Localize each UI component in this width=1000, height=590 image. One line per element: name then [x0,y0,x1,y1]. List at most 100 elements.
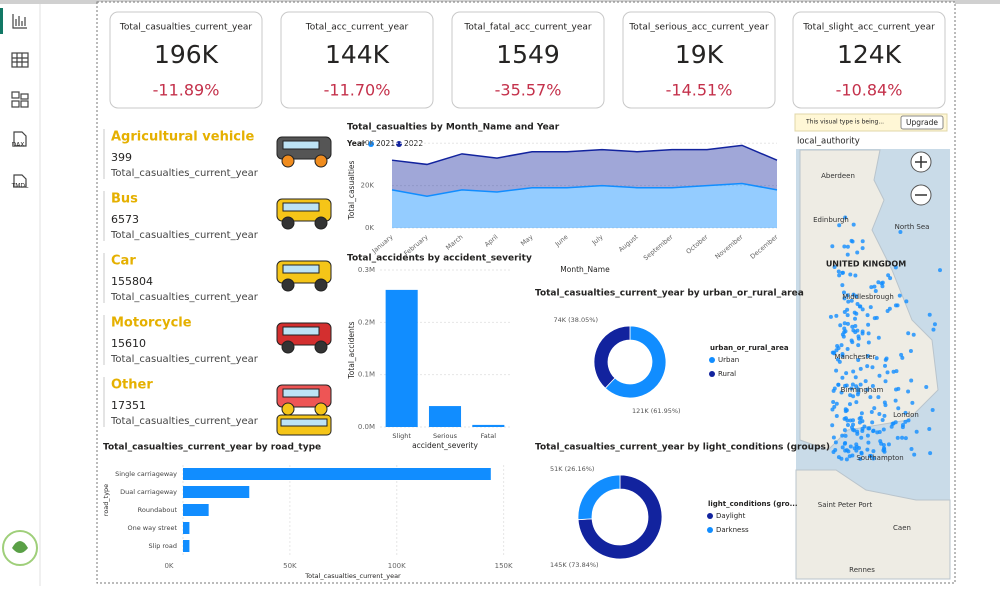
kpi-card [109,11,263,109]
map-point [853,273,858,278]
map-point [878,439,883,444]
map-point [850,453,855,458]
kpi-value: 144K [325,40,390,69]
kpi-title: Total_fatal_acc_current_year [463,23,592,33]
legend-label: Darkness [716,526,749,534]
map-point [886,442,891,447]
map-point [860,239,865,244]
map-point [868,305,873,310]
map-point [928,451,933,456]
map-point [836,269,841,274]
kpi-card [792,11,946,109]
map-point [845,321,850,326]
y-tick-label: Single carriageway [115,470,177,478]
kpi-value: 19K [675,40,724,69]
map-point [883,379,888,384]
map-point [839,343,844,348]
map-point [840,283,845,288]
map-point [842,326,847,331]
map-point [904,299,909,304]
map-point [893,420,898,425]
map-point [910,400,915,405]
map-label: North Sea [895,223,930,231]
bar [183,540,190,552]
map-point [908,348,913,353]
map-point [866,340,871,345]
map-point [865,447,870,452]
icon-window [282,202,320,212]
map-point [880,280,885,285]
kpi-title: Total_serious_acc_current_year [628,23,769,33]
sidebar-label: DAX [12,142,25,149]
map-point [903,419,908,424]
kpi-card [280,11,434,109]
map-point [860,307,865,312]
map-point [853,324,858,329]
map-point [846,449,851,454]
map-point [870,365,875,370]
bar [472,424,505,427]
vehicle-label: Total_casualties_current_year [110,168,259,179]
map-point [871,449,876,454]
map-point [849,425,854,430]
sidebar-label: TMDL [11,183,29,190]
y-tick-label: Roundabout [138,506,178,514]
legend-label: Daylight [716,512,746,520]
y-tick-label: Slip road [148,542,177,550]
map-point [872,406,877,411]
vehicle-label: Total_casualties_current_year [110,416,259,427]
zoom-icon [915,156,927,168]
kpi-title: Total_slight_acc_current_year [802,23,935,33]
vehicle-name: Motorcycle [111,316,192,331]
icon-wheel [281,340,295,354]
map-visual[interactable]: This visual type is being... Upgrade loc… [794,113,951,580]
map-point [899,352,904,357]
vehicle-icon [276,384,332,436]
map-point [837,273,842,278]
map-point [868,395,873,400]
y-tick-label: 0K [365,224,374,232]
upgrade-label[interactable]: Upgrade [906,118,938,127]
map-point [834,368,839,373]
map-point [859,435,864,440]
kpi-value: 196K [154,40,219,69]
area-line [391,182,778,197]
map-point [924,385,929,390]
map-point [830,244,835,249]
map-label: Aberdeen [821,172,855,180]
map-point [909,446,914,451]
legend-label: 2021 [376,139,395,148]
sidebar-icons[interactable] [11,14,29,188]
map-point [831,449,836,454]
map-point [854,400,859,405]
map-point [870,420,875,425]
map-point [900,355,905,360]
x-axis-title: Total_casualties_current_year [304,572,401,580]
vehicle-name: Car [111,254,136,269]
map-point [855,392,860,397]
map-point [853,375,858,380]
map-point [882,413,887,418]
map-point [891,369,896,374]
y-tick-label: 40K [361,139,375,147]
logo [2,530,38,566]
x-axis-title: accident_severity [412,441,478,450]
map-point [844,457,849,462]
map-point [845,252,850,257]
map-point [834,401,839,406]
map-point [844,383,849,388]
upgrade-button[interactable] [900,115,944,130]
y-tick-label: Dual carriageway [120,488,177,496]
kpi-change: -35.57% [495,81,562,100]
data-label: 121K (61.95%) [632,407,681,415]
data-label: 74K (38.05%) [554,316,598,324]
map-point [927,312,932,317]
vehicle-label: Total_casualties_current_year [110,354,259,365]
legend-label: Urban [718,356,739,364]
map-point [872,316,877,321]
map-point [840,375,845,380]
map-land [799,149,939,451]
map-point [845,313,850,318]
map-point [860,419,865,424]
map-point [836,455,841,460]
